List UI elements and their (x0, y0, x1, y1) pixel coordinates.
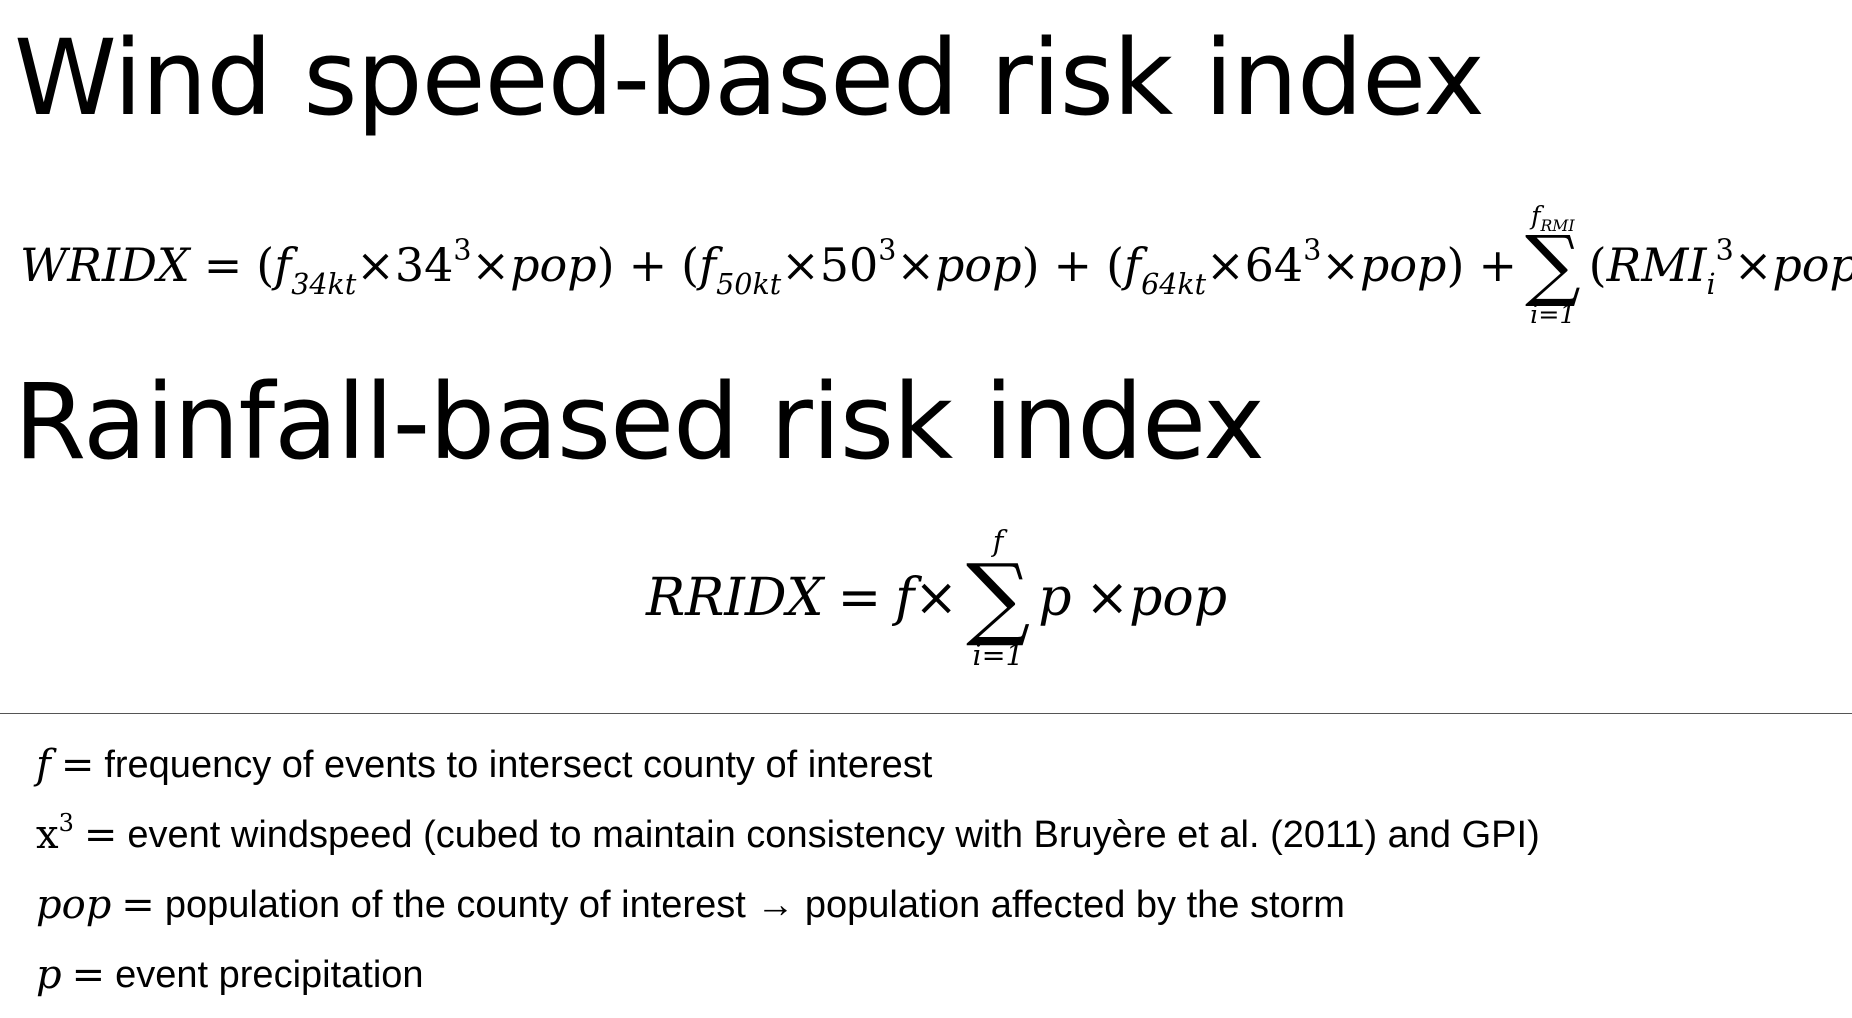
pop-symbol: pop (1129, 568, 1227, 628)
sigma-symbol: ∑ (1524, 219, 1581, 310)
wind-risk-formula: WRIDX = (f34kt×343×pop) + (f50kt×503×pop… (20, 195, 1852, 335)
sum-lower-limit: i=1 (972, 637, 1024, 672)
times-sign: × (914, 568, 958, 628)
frequency-symbol: f (895, 568, 915, 628)
sum-upper-limit: f (992, 523, 1004, 558)
definitions-list: f = frequency of events to intersect cou… (36, 730, 1540, 1010)
definition-text: event windspeed (cubed to maintain consi… (127, 813, 1540, 856)
plus-sign: + (628, 238, 668, 292)
definition-symbol: f (36, 742, 51, 788)
summation-precip: f ∑ i=1 (966, 527, 1030, 670)
definition-text: frequency of events to intersect county … (104, 743, 933, 786)
sum-upper-limit: fRMI (1531, 200, 1575, 235)
equals-sign: = (71, 952, 106, 998)
rain-risk-formula: RRIDX = f × f ∑ i=1 p × pop (646, 498, 1227, 698)
definition-text: population of the county of interest → p… (164, 883, 1345, 926)
wind-risk-heading: Wind speed-based risk index (14, 17, 1485, 139)
summation-rmi: fRMI ∑ i=1 (1525, 203, 1581, 328)
definition-population: pop = population of the county of intere… (36, 870, 1540, 940)
term-50kt: (f50kt×503×pop) (681, 233, 1040, 301)
definition-windspeed: x3 = event windspeed (cubed to maintain … (36, 800, 1540, 870)
divider-line (0, 713, 1852, 714)
equals-sign: = (83, 812, 118, 858)
precip-symbol: p (1038, 568, 1072, 628)
rain-risk-heading: Rainfall-based risk index (14, 361, 1265, 483)
definition-precipitation: p = event precipitation (36, 940, 1540, 1010)
wridx-symbol: WRIDX (20, 238, 190, 292)
term-34kt: (f34kt×343×pop) (256, 233, 615, 301)
equals-sign: = (121, 882, 155, 928)
rridx-symbol: RRIDX (646, 568, 824, 628)
definition-symbol: x3 (36, 809, 74, 858)
sum-lower-limit: i=1 (1530, 300, 1576, 330)
definition-symbol: p (36, 952, 62, 998)
definition-symbol: pop (36, 882, 112, 928)
rmi-term: (RMIi3×pop) (1588, 233, 1852, 301)
equals-sign: = (837, 568, 882, 628)
plus-sign: + (1478, 238, 1517, 292)
times-sign: × (1085, 568, 1130, 628)
term-64kt: (f64kt×643×pop) (1106, 233, 1465, 301)
definition-text: event precipitation (115, 953, 424, 996)
plus-sign: + (1053, 238, 1093, 292)
equals-sign: = (60, 742, 95, 788)
equals-sign: = (203, 238, 243, 292)
sigma-symbol: ∑ (965, 545, 1031, 651)
definition-frequency: f = frequency of events to intersect cou… (36, 730, 1540, 800)
